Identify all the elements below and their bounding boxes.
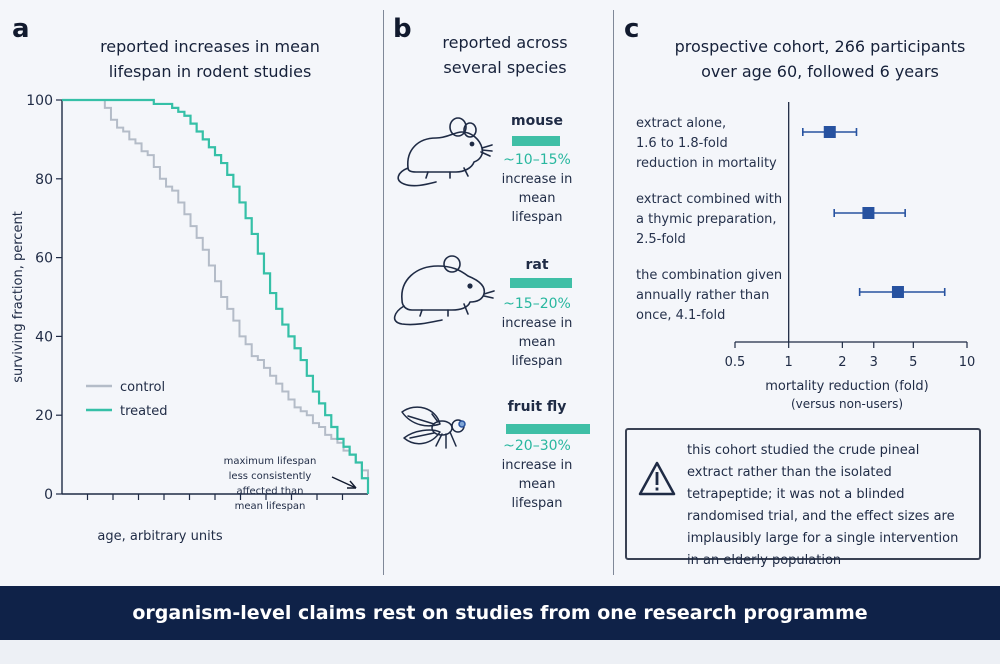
forest-row-1-line-3: reduction in mortality xyxy=(636,156,777,171)
forest-row-label-1: extract alone, 1.6 to 1.8-fold reduction… xyxy=(636,114,777,174)
forest-row-3-line-2: annually rather than xyxy=(636,288,770,303)
x-axis-label: age, arbitrary units xyxy=(97,529,222,544)
y-tick-label: 60 xyxy=(35,251,53,267)
species-line1: increase in xyxy=(501,172,573,187)
x-tick-label: 10 xyxy=(959,355,976,370)
series-treated-line xyxy=(62,98,370,494)
forest-row-2-line-2: a thymic preparation, xyxy=(636,212,777,227)
species-line1: increase in xyxy=(501,458,573,473)
caution-text: this cohort studied the crude pineal ext… xyxy=(687,443,959,568)
fruit-fly-icon xyxy=(401,406,466,449)
annotation-line: mean lifespan xyxy=(235,501,306,512)
x-tick-label: 5 xyxy=(909,355,917,370)
forest-row-3-line-1: the combination given xyxy=(636,268,783,283)
annotation-line: less consistently xyxy=(229,471,312,482)
rat-icon xyxy=(393,255,495,326)
survival-chart: 0 20 40 60 80 100 surviving fraction, percent a… xyxy=(11,93,370,544)
forest-marks xyxy=(801,126,946,298)
forest-row-1-line-1: extract alone, xyxy=(636,116,727,131)
divider-bc xyxy=(613,10,614,575)
annotation-line: maximum lifespan xyxy=(224,456,317,467)
y-tick-label: 0 xyxy=(44,487,53,503)
y-tick-label: 40 xyxy=(35,329,53,345)
forest-row-2-line-1: extract combined with xyxy=(636,192,783,207)
x-tick-label: 3 xyxy=(870,355,878,370)
survival-legend: control treated xyxy=(86,380,167,419)
x-axis-label: mortality reduction (fold) xyxy=(765,379,928,394)
species-name: fruit fly xyxy=(507,399,567,415)
panel-c-letter: c xyxy=(624,14,640,44)
forest-row-label-2: extract combined with a thymic preparati… xyxy=(636,190,782,250)
divider-ab xyxy=(383,10,384,575)
survival-annotation: maximum lifespan less consistently affecte… xyxy=(224,456,357,512)
x-tick-label: 1 xyxy=(785,355,793,370)
species-name: rat xyxy=(525,257,549,273)
legend-label-treated: treated xyxy=(120,404,167,419)
panel-c-title: prospective cohort, 266 participants ove… xyxy=(650,34,990,84)
species-rat: rat ~15–20% increase in mean lifespan xyxy=(492,256,582,371)
x-tick-label: 2 xyxy=(838,355,846,370)
species-name: mouse xyxy=(510,113,563,129)
legend-label-control: control xyxy=(120,380,165,395)
x-tick-label: 0.5 xyxy=(725,355,746,370)
panel-b-title-line2: several species xyxy=(443,58,567,77)
species-range: ~10–15% xyxy=(503,152,571,168)
forest-row-label-3: the combination given annually rather th… xyxy=(636,266,782,326)
estimate-marker xyxy=(823,126,836,138)
forest-plot: 0.5 1 2 5 10 3 mortality reduction (fold) (vers… xyxy=(725,102,976,411)
panel-b-letter: b xyxy=(393,14,412,44)
mouse-bar xyxy=(512,136,560,146)
panel-c-title-line1: prospective cohort, 266 participants xyxy=(674,37,966,56)
forest-axis: 0.5 1 2 5 10 3 mortality reduction (fold) (vers… xyxy=(725,102,976,411)
panel-a-title-line2: lifespan in rodent studies xyxy=(108,62,312,81)
y-tick-label: 20 xyxy=(35,408,53,424)
forest-row-1-line-2: 1.6 to 1.8-fold xyxy=(636,136,728,151)
panel-a-letter: a xyxy=(12,14,30,44)
annotation-arrow-head xyxy=(347,480,357,489)
annotation-line: affected than xyxy=(237,486,304,497)
fruit-fly-bar xyxy=(506,424,590,434)
y-tick-label: 80 xyxy=(35,172,53,188)
species-range: ~20–30% xyxy=(503,438,571,454)
mouse-icon xyxy=(397,117,493,187)
species-range: ~15–20% xyxy=(503,296,571,312)
forest-row-2-line-3: 2.5-fold xyxy=(636,232,686,247)
bottom-strip xyxy=(0,640,1000,664)
species-line2: mean lifespan xyxy=(511,191,563,225)
footer-text: organism-level claims rest on studies fr… xyxy=(132,602,868,624)
forest-row-3-line-3: once, 4.1-fold xyxy=(636,308,726,323)
survival-axes: 0 20 40 60 80 100 surviving fraction, percent a… xyxy=(11,93,368,544)
footer-banner: organism-level claims rest on studies fr… xyxy=(0,586,1000,640)
y-axis-label: surviving fraction, percent xyxy=(11,211,26,383)
estimate-marker xyxy=(862,207,875,219)
species-line2: mean lifespan xyxy=(511,335,563,369)
panel-a-title: reported increases in mean lifespan in r… xyxy=(80,34,340,84)
species-line2: mean lifespan xyxy=(511,477,563,511)
y-tick-label: 100 xyxy=(26,93,53,109)
panel-b-title: reported across several species xyxy=(425,30,585,80)
survival-lines xyxy=(62,98,370,494)
species-mouse: mouse ~10–15% increase in mean lifespan xyxy=(492,112,582,227)
panel-a-title-line1: reported increases in mean xyxy=(100,37,320,56)
species-line1: increase in xyxy=(501,316,573,331)
panel-b-title-line1: reported across xyxy=(442,33,568,52)
x-axis-sublabel: (versus non-users) xyxy=(791,397,903,411)
estimate-marker xyxy=(891,286,904,298)
caution-box: this cohort studied the crude pineal ext… xyxy=(625,428,981,568)
annotation-arrow-shaft xyxy=(331,476,357,489)
rat-bar xyxy=(510,278,572,288)
panel-c-title-line2: over age 60, followed 6 years xyxy=(701,62,939,81)
warning-triangle-icon xyxy=(638,461,676,496)
series-control-line xyxy=(62,99,369,494)
species-fruit-fly: fruit fly ~20–30% increase in mean lifes… xyxy=(492,398,582,513)
